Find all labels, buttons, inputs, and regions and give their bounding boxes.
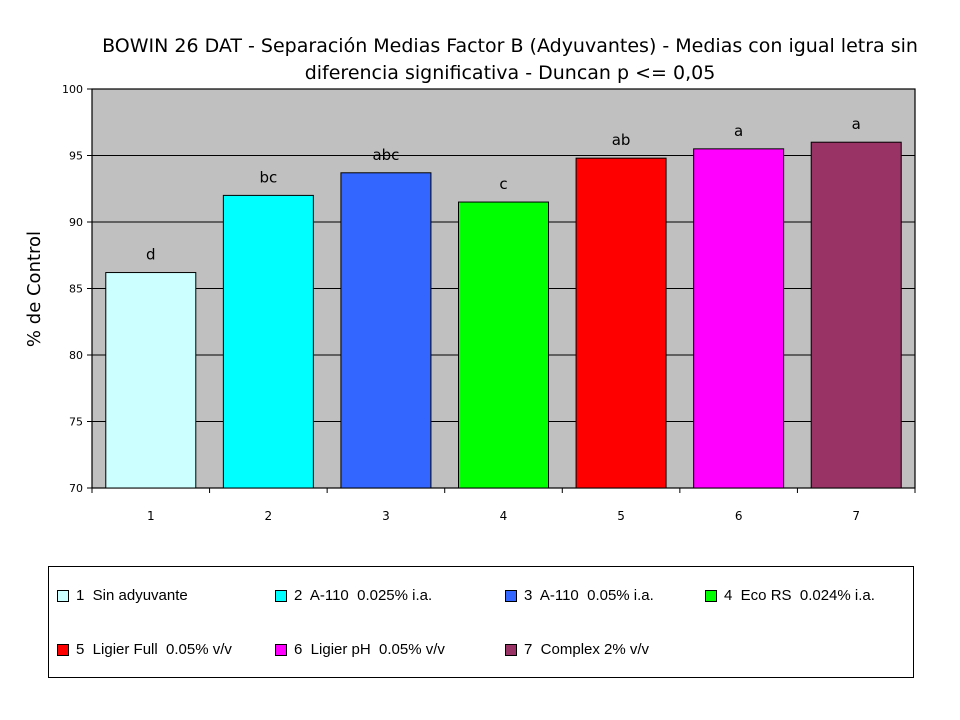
y-tick-label: 85 [69,283,83,296]
legend-swatch [275,589,287,602]
legend-item: 3 A-110 0.05% i.a. [505,587,654,604]
x-tick-label: 1 [147,509,155,523]
legend-item: 4 Eco RS 0.024% i.a. [705,587,875,604]
legend-label: 4 Eco RS 0.024% i.a. [724,587,875,604]
bar [340,172,432,489]
data-label: bc [259,168,277,186]
bar-chart: 70 75 80 85 90 95 100 d 1 bc 2 abc 3 c 4 ab 5 a 6 a 7 % de C… [24,83,916,523]
legend-swatch [705,589,717,602]
data-label: c [499,175,507,193]
data-label: a [852,115,861,133]
data-label: ab [612,131,631,149]
x-tick-label: 7 [852,509,860,523]
y-tick-label: 70 [69,482,83,495]
chart-title: BOWIN 26 DAT - Separación Medias Factor … [102,35,918,84]
bar [575,157,667,489]
x-tick-label: 6 [735,509,743,523]
y-tick-label: 80 [69,349,83,362]
plot-area: 70 75 80 85 90 95 100 d 1 bc 2 abc 3 c 4 ab 5 a 6 a 7 [62,83,916,523]
legend-item: 6 Ligier pH 0.05% v/v [275,641,445,658]
x-tick-label: 4 [500,509,508,523]
legend-swatch [505,589,517,602]
data-label: a [734,122,743,140]
legend-item: 2 A-110 0.025% i.a. [275,587,432,604]
legend-swatch [275,643,287,656]
legend-item: 7 Complex 2% v/v [505,641,649,658]
bar [693,148,785,489]
y-tick-label: 75 [69,416,83,429]
legend-item: 5 Ligier Full 0.05% v/v [57,641,232,658]
x-tick-label: 2 [265,509,273,523]
bar [458,201,549,489]
x-tick-label: 3 [382,509,390,523]
legend-item: 1 Sin adyuvante [57,587,188,604]
legend-swatch [505,643,517,656]
legend-swatch [57,589,69,602]
y-tick-label: 90 [69,216,83,229]
y-tick-label: 95 [69,150,83,163]
y-tick-label: 100 [62,83,83,96]
bar [810,141,902,489]
legend-label: 7 Complex 2% v/v [524,641,650,658]
legend-label: 3 A-110 0.05% i.a. [524,587,654,604]
data-label: d [146,246,156,264]
legend: 1 Sin adyuvante 2 A-110 0.025% i.a. 3 A-11… [48,566,914,678]
legend-label: 2 A-110 0.025% i.a. [294,587,433,604]
legend-swatch [57,643,69,656]
bar [222,194,314,489]
bar [105,272,197,489]
x-tick-label: 5 [617,509,625,523]
legend-label: 1 Sin adyuvante [76,587,188,604]
data-label: abc [372,146,399,164]
y-axis-title: % de Control [24,231,45,347]
legend-label: 6 Ligier pH 0.05% v/v [294,641,445,658]
legend-label: 5 Ligier Full 0.05% v/v [76,641,232,658]
